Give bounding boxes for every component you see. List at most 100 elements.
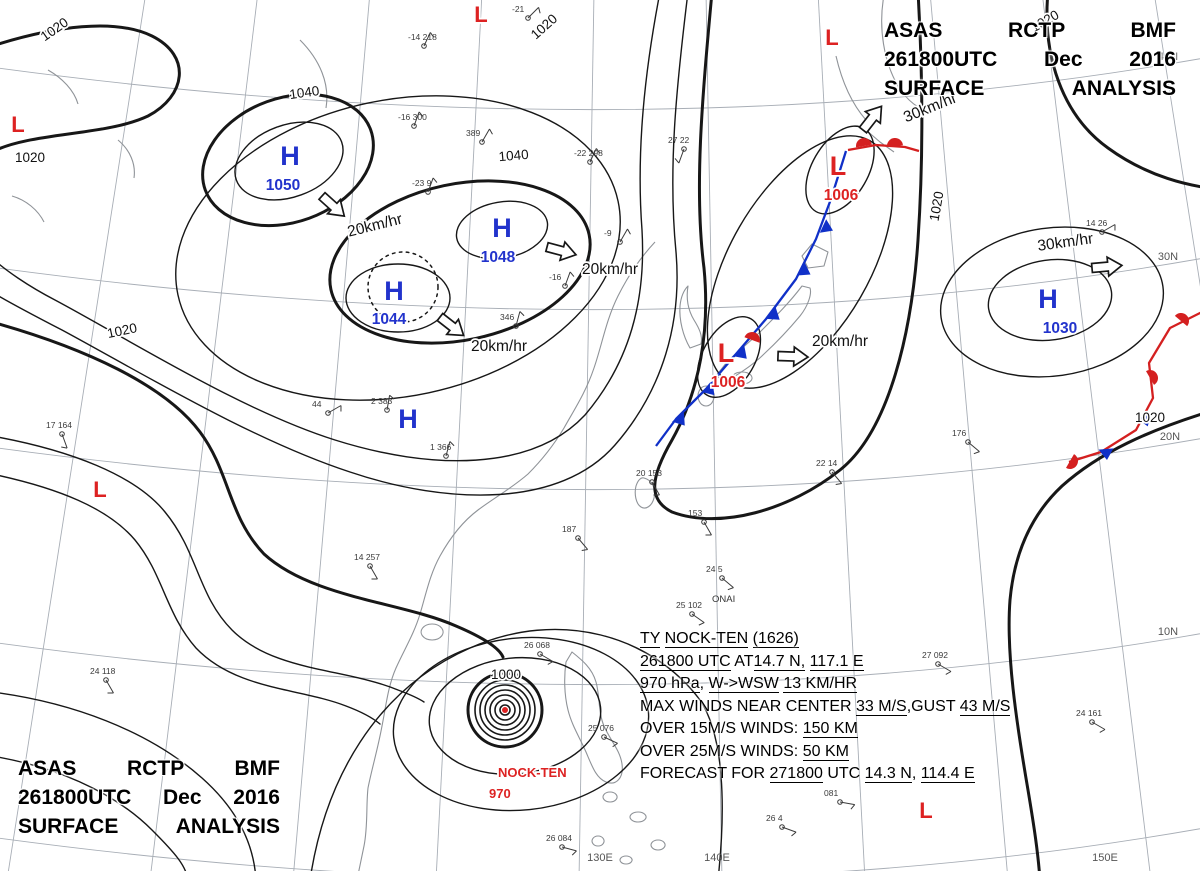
wind-barb [831,471,843,485]
typhoon-info-underlined: (1626) [752,630,799,648]
wind-barb [1091,721,1106,733]
cold-front-triangle [672,412,685,426]
longitude-line [7,0,146,871]
wind-barb [674,148,685,164]
isobar-label: 1020 [38,15,71,45]
latitude-line [0,258,1200,311]
misc-label: ONAI [712,594,735,605]
fronts-layer [655,138,1200,469]
station-circle [601,734,607,740]
cold-front-triangle [701,381,715,396]
low-marker: L [11,112,24,137]
wind-barb [577,537,589,551]
typhoon-ring [474,679,536,741]
station-value: -16 300 [398,112,427,122]
wind-barb [1101,224,1116,233]
typhoon-symbol-layer [466,671,544,749]
typhoon-info-line: TY NOCK-TEN (1626) [640,628,1155,651]
station-value: 176 [952,428,966,438]
isobar-1020 [653,0,924,521]
isobar-1020 [0,322,505,659]
typhoon-info-underlined: 13 KM/HR [783,675,858,693]
pressure-value: 1044 [372,311,407,328]
coastline-hainan [420,623,444,641]
pressure-value: 1050 [266,177,300,194]
station-circle [779,824,785,830]
coastline-china-indochina [358,241,656,871]
station-circle [367,563,373,569]
station-circle [719,575,725,581]
typhoon-info-underlined: 14.3 N [864,765,912,783]
station-circle [325,410,331,416]
station-circle [443,453,449,459]
wind-barb [937,663,952,675]
wind-barb [603,736,618,748]
typhoon-info-text: ,GUST [906,697,960,715]
cold-front-triangle [819,219,833,233]
typhoon-info-text: FORECAST FOR [640,765,770,782]
station-value: 14 26 [1086,218,1108,228]
isobar-1020 [1045,0,1200,189]
station-plot: -22 298 [574,148,603,165]
isobar-1016 [0,436,425,703]
station-value: 25 102 [676,600,702,610]
station-value: 24 118 [90,666,116,676]
coastline-korea [679,285,703,349]
isobar-label: 1020 [106,320,139,341]
pressure-center-L: L [830,151,847,181]
station-plot: 24 161 [1076,708,1106,733]
wind-barb [386,394,395,411]
station-value: 20 153 [636,468,662,478]
station-value: -14 218 [408,32,437,42]
typhoon-pressure-label: 970 [489,786,511,801]
movement-speed-label: 20km/hr [471,338,527,355]
station-circle [411,123,417,129]
typhoon-info-underlined: 50 KM [802,742,849,761]
station-value: 26 068 [524,640,550,650]
station-plot: 26 068 [524,640,554,665]
wind-barb [691,613,705,626]
wind-barb [619,228,631,243]
movement-arrow [436,312,465,337]
station-plot: 27 092 [922,650,952,675]
isobar-label: 1020 [1135,410,1165,425]
pressure-center-H: H [492,213,512,243]
typhoon-ring [489,694,521,726]
coastline-layer [11,0,933,871]
typhoon-info-text: OVER 15M/S WINDS: [640,720,803,737]
typhoon-info-underlined: 261800 UTC [640,652,731,671]
station-circle [689,611,695,617]
isobar-dashed [367,251,439,323]
station-value: -16 [549,272,562,282]
movement-speed-label: 20km/hr [812,333,868,350]
typhoon-ring [494,699,516,721]
wind-barb [369,565,378,580]
wind-barb [781,826,797,837]
wind-barb [967,441,980,455]
station-value: -21 [512,4,525,14]
movement-arrows-layer [317,105,1124,368]
typhoon-info-box: TY NOCK-TEN (1626) 261800 UTC AT14.7 N, 1… [640,628,1155,786]
station-plot: 17 164 [46,420,72,449]
typhoon-info-underlined: 271800 [769,765,823,783]
station-value: 081 [824,788,838,798]
station-plot: 1 366 [430,441,455,459]
pressure-center-H: H [280,141,300,171]
wind-barb [839,801,856,810]
station-value: 389 [466,128,480,138]
title-line: 261800UTC Dec 2016 [884,48,1176,71]
typhoon-info-line: OVER 25M/S WINDS: 50 KM [640,741,1155,764]
station-value: 26 084 [546,833,572,843]
isobar-label: 1020 [15,150,45,165]
title-block-bottom-left: ASAS RCTP BMF 261800UTC Dec 2016 SURFACE… [18,754,280,841]
pressure-value: 1048 [481,249,516,266]
station-value: -22 298 [574,148,603,158]
station-plot: 26 4 [766,813,797,837]
longitude-line [436,0,483,871]
station-circle [479,139,485,145]
cold-front-triangle [733,345,747,359]
station-plot: 25 102 [676,600,705,626]
title-block-top-right: ASAS RCTP BMF 261800UTC Dec 2016 SURFACE… [884,16,1176,103]
